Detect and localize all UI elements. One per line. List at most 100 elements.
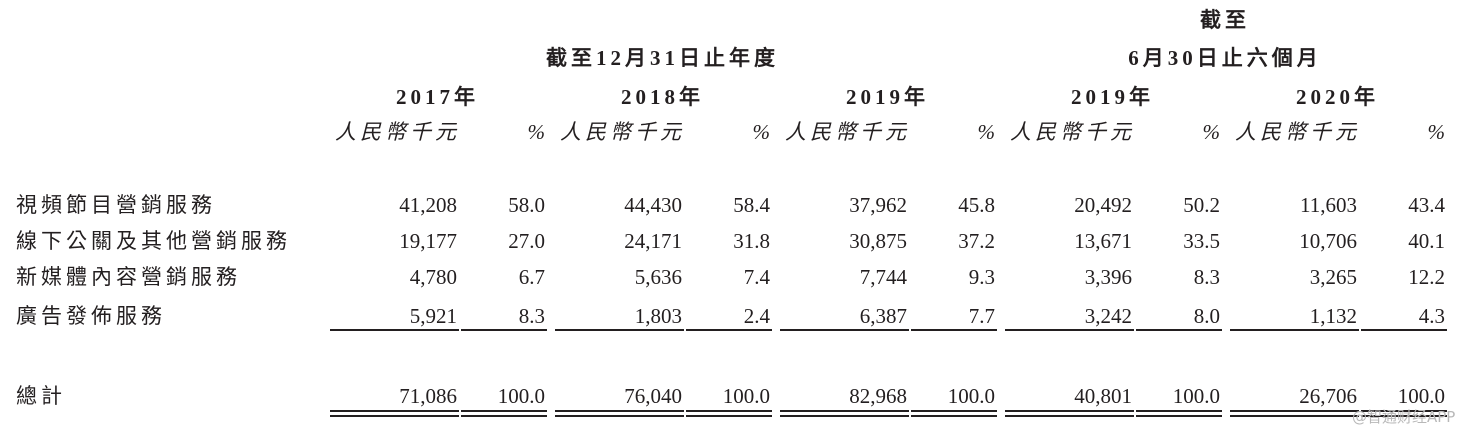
amount-cell: 5,921 xyxy=(409,304,457,328)
percent-cell: 8.3 xyxy=(518,304,545,328)
subtotal-rule xyxy=(780,329,909,331)
unit-header: 人民幣千元 xyxy=(335,120,460,144)
unit-header: 人民幣千元 xyxy=(1010,120,1135,144)
amount-cell: 82,968 xyxy=(849,384,907,408)
year-header: 2019年 xyxy=(846,85,929,109)
amount-cell: 26,706 xyxy=(1299,384,1357,408)
amount-cell: 19,177 xyxy=(399,229,457,253)
percent-cell: 100.0 xyxy=(722,384,770,408)
percent-cell: 43.4 xyxy=(1408,193,1445,217)
total-double-rule xyxy=(1361,415,1447,417)
subtotal-rule xyxy=(1136,329,1222,331)
amount-cell: 1,803 xyxy=(634,304,682,328)
percent-cell: 2.4 xyxy=(743,304,770,328)
amount-cell: 7,744 xyxy=(859,265,907,289)
watermark: @智通财经APP xyxy=(1352,408,1456,426)
amount-cell: 41,208 xyxy=(399,193,457,217)
unit-header: % xyxy=(527,120,546,144)
row-label: 線下公關及其他營銷服務 xyxy=(16,229,291,253)
period-header: 截至 xyxy=(1200,8,1250,32)
total-double-rule xyxy=(555,415,684,417)
amount-cell: 24,171 xyxy=(624,229,682,253)
subtotal-rule xyxy=(1005,329,1134,331)
amount-cell: 30,875 xyxy=(849,229,907,253)
unit-header: % xyxy=(977,120,996,144)
percent-cell: 58.4 xyxy=(733,193,770,217)
subtotal-rule xyxy=(1361,329,1447,331)
amount-cell: 20,492 xyxy=(1074,193,1132,217)
amount-cell: 5,636 xyxy=(634,265,682,289)
total-double-rule xyxy=(686,410,772,412)
subtotal-rule xyxy=(330,329,459,331)
row-label: 新媒體內容營銷服務 xyxy=(16,265,241,289)
amount-cell: 3,265 xyxy=(1309,265,1357,289)
year-header: 2019年 xyxy=(1071,85,1154,109)
percent-cell: 7.7 xyxy=(968,304,995,328)
unit-header: 人民幣千元 xyxy=(1235,120,1360,144)
total-double-rule xyxy=(1136,415,1222,417)
percent-cell: 8.0 xyxy=(1193,304,1220,328)
percent-cell: 50.2 xyxy=(1183,193,1220,217)
percent-cell: 100.0 xyxy=(947,384,995,408)
percent-cell: 100.0 xyxy=(497,384,545,408)
subtotal-rule xyxy=(461,329,547,331)
percent-cell: 45.8 xyxy=(958,193,995,217)
subtotal-rule xyxy=(686,329,772,331)
total-double-rule xyxy=(330,410,459,412)
row-label: 廣告發佈服務 xyxy=(16,304,166,328)
period-header: 截至12月31日止年度 xyxy=(546,46,779,70)
subtotal-rule xyxy=(555,329,684,331)
percent-cell: 27.0 xyxy=(508,229,545,253)
percent-cell: 33.5 xyxy=(1183,229,1220,253)
total-double-rule xyxy=(461,410,547,412)
amount-cell: 1,132 xyxy=(1309,304,1357,328)
year-header: 2020年 xyxy=(1296,85,1379,109)
total-double-rule xyxy=(1005,410,1134,412)
amount-cell: 3,396 xyxy=(1084,265,1132,289)
amount-cell: 13,671 xyxy=(1074,229,1132,253)
total-double-rule xyxy=(686,415,772,417)
amount-cell: 3,242 xyxy=(1084,304,1132,328)
total-double-rule xyxy=(461,415,547,417)
amount-cell: 71,086 xyxy=(399,384,457,408)
total-double-rule xyxy=(1230,410,1359,412)
unit-header: % xyxy=(1427,120,1446,144)
row-label: 總計 xyxy=(16,384,66,408)
subtotal-rule xyxy=(1230,329,1359,331)
amount-cell: 44,430 xyxy=(624,193,682,217)
percent-cell: 37.2 xyxy=(958,229,995,253)
period-header: 6月30日止六個月 xyxy=(1128,46,1322,70)
amount-cell: 11,603 xyxy=(1300,193,1357,217)
percent-cell: 58.0 xyxy=(508,193,545,217)
unit-header: % xyxy=(752,120,771,144)
percent-cell: 9.3 xyxy=(968,265,995,289)
percent-cell: 8.3 xyxy=(1193,265,1220,289)
total-double-rule xyxy=(1361,410,1447,412)
unit-header: 人民幣千元 xyxy=(785,120,910,144)
amount-cell: 37,962 xyxy=(849,193,907,217)
year-header: 2018年 xyxy=(621,85,704,109)
year-header: 2017年 xyxy=(396,85,479,109)
total-double-rule xyxy=(780,415,909,417)
percent-cell: 7.4 xyxy=(743,265,770,289)
percent-cell: 12.2 xyxy=(1408,265,1445,289)
row-label: 視頻節目營銷服務 xyxy=(16,193,216,217)
amount-cell: 76,040 xyxy=(624,384,682,408)
total-double-rule xyxy=(911,410,997,412)
amount-cell: 4,780 xyxy=(409,265,457,289)
total-double-rule xyxy=(1005,415,1134,417)
unit-header: % xyxy=(1202,120,1221,144)
amount-cell: 10,706 xyxy=(1299,229,1357,253)
percent-cell: 100.0 xyxy=(1397,384,1445,408)
amount-cell: 40,801 xyxy=(1074,384,1132,408)
percent-cell: 100.0 xyxy=(1172,384,1220,408)
percent-cell: 4.3 xyxy=(1418,304,1445,328)
subtotal-rule xyxy=(911,329,997,331)
total-double-rule xyxy=(780,410,909,412)
amount-cell: 6,387 xyxy=(859,304,907,328)
total-double-rule xyxy=(1136,410,1222,412)
total-double-rule xyxy=(330,415,459,417)
unit-header: 人民幣千元 xyxy=(560,120,685,144)
percent-cell: 6.7 xyxy=(518,265,545,289)
